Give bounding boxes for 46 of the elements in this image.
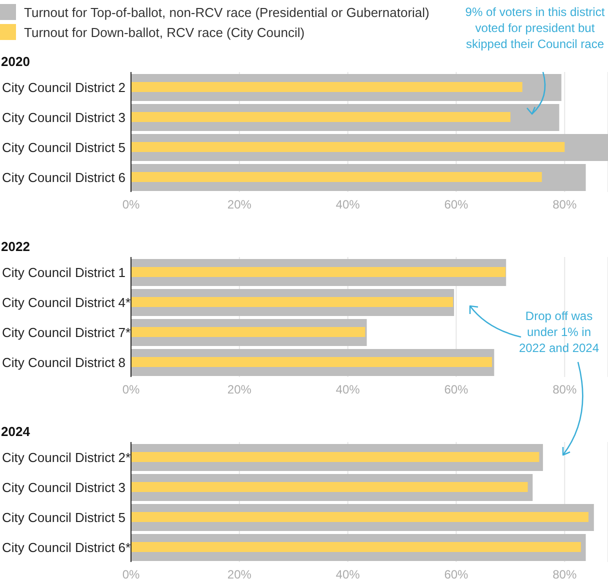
y-tick-label: City Council District 7* — [2, 325, 131, 340]
bar — [131, 82, 522, 92]
x-tick-label: 0% — [122, 198, 140, 212]
x-tick-label: 20% — [227, 198, 252, 212]
bar — [131, 452, 540, 462]
text: 2020 — [0, 53, 31, 71]
y-tick-label: City Council District 1 — [2, 265, 126, 280]
bar — [131, 297, 453, 307]
x-tick-label: 80% — [552, 382, 577, 397]
y-tick-label: City Council District 3 — [2, 110, 126, 125]
x-tick-label: 80% — [552, 568, 577, 582]
y-tick-label: City Council District 2* — [2, 450, 131, 465]
y-tick-label: City Council District 4* — [2, 295, 131, 310]
x-tick-label: 80% — [552, 198, 577, 212]
bar — [131, 112, 510, 122]
bar — [131, 357, 492, 367]
bar — [131, 142, 565, 152]
x-tick-label: 20% — [227, 568, 252, 582]
text: 9% of voters in this district voted for president but skipped their Council race — [464, 4, 606, 52]
bar — [131, 512, 588, 522]
x-tick-label: 0% — [122, 568, 140, 582]
bar — [131, 327, 366, 337]
x-tick-label: 20% — [227, 382, 252, 397]
y-tick-label: City Council District 3 — [2, 480, 126, 495]
x-tick-label: 40% — [336, 382, 360, 397]
legend-label: Turnout for Down-ballot, RCV race (City Council) — [24, 24, 305, 40]
x-tick-label: 60% — [444, 198, 469, 212]
x-tick-label: 60% — [444, 568, 469, 582]
text: 2024 — [0, 423, 31, 441]
bar — [131, 542, 581, 552]
x-tick-label: 40% — [336, 568, 360, 582]
y-tick-label: City Council District 5 — [2, 140, 126, 155]
y-tick-label: City Council District 6* — [2, 540, 131, 555]
x-tick-label: 0% — [122, 382, 140, 397]
x-tick-label: 60% — [444, 382, 469, 397]
y-tick-label: City Council District 6 — [2, 170, 126, 185]
x-tick-label: 40% — [336, 198, 360, 212]
y-tick-label: City Council District 5 — [2, 510, 126, 525]
legend-label: Turnout for Top-of-ballot, non-RCV race (Presidential or Gubernatorial) — [24, 4, 430, 20]
annotation: Drop off was under 1% in 2022 and 2024 — [518, 308, 600, 356]
y-tick-label: City Council District 2 — [2, 80, 126, 95]
bar — [131, 172, 542, 182]
bar — [131, 267, 506, 277]
text: 2022 — [0, 238, 31, 256]
y-tick-label: City Council District 8 — [2, 355, 126, 370]
bar — [131, 482, 528, 492]
